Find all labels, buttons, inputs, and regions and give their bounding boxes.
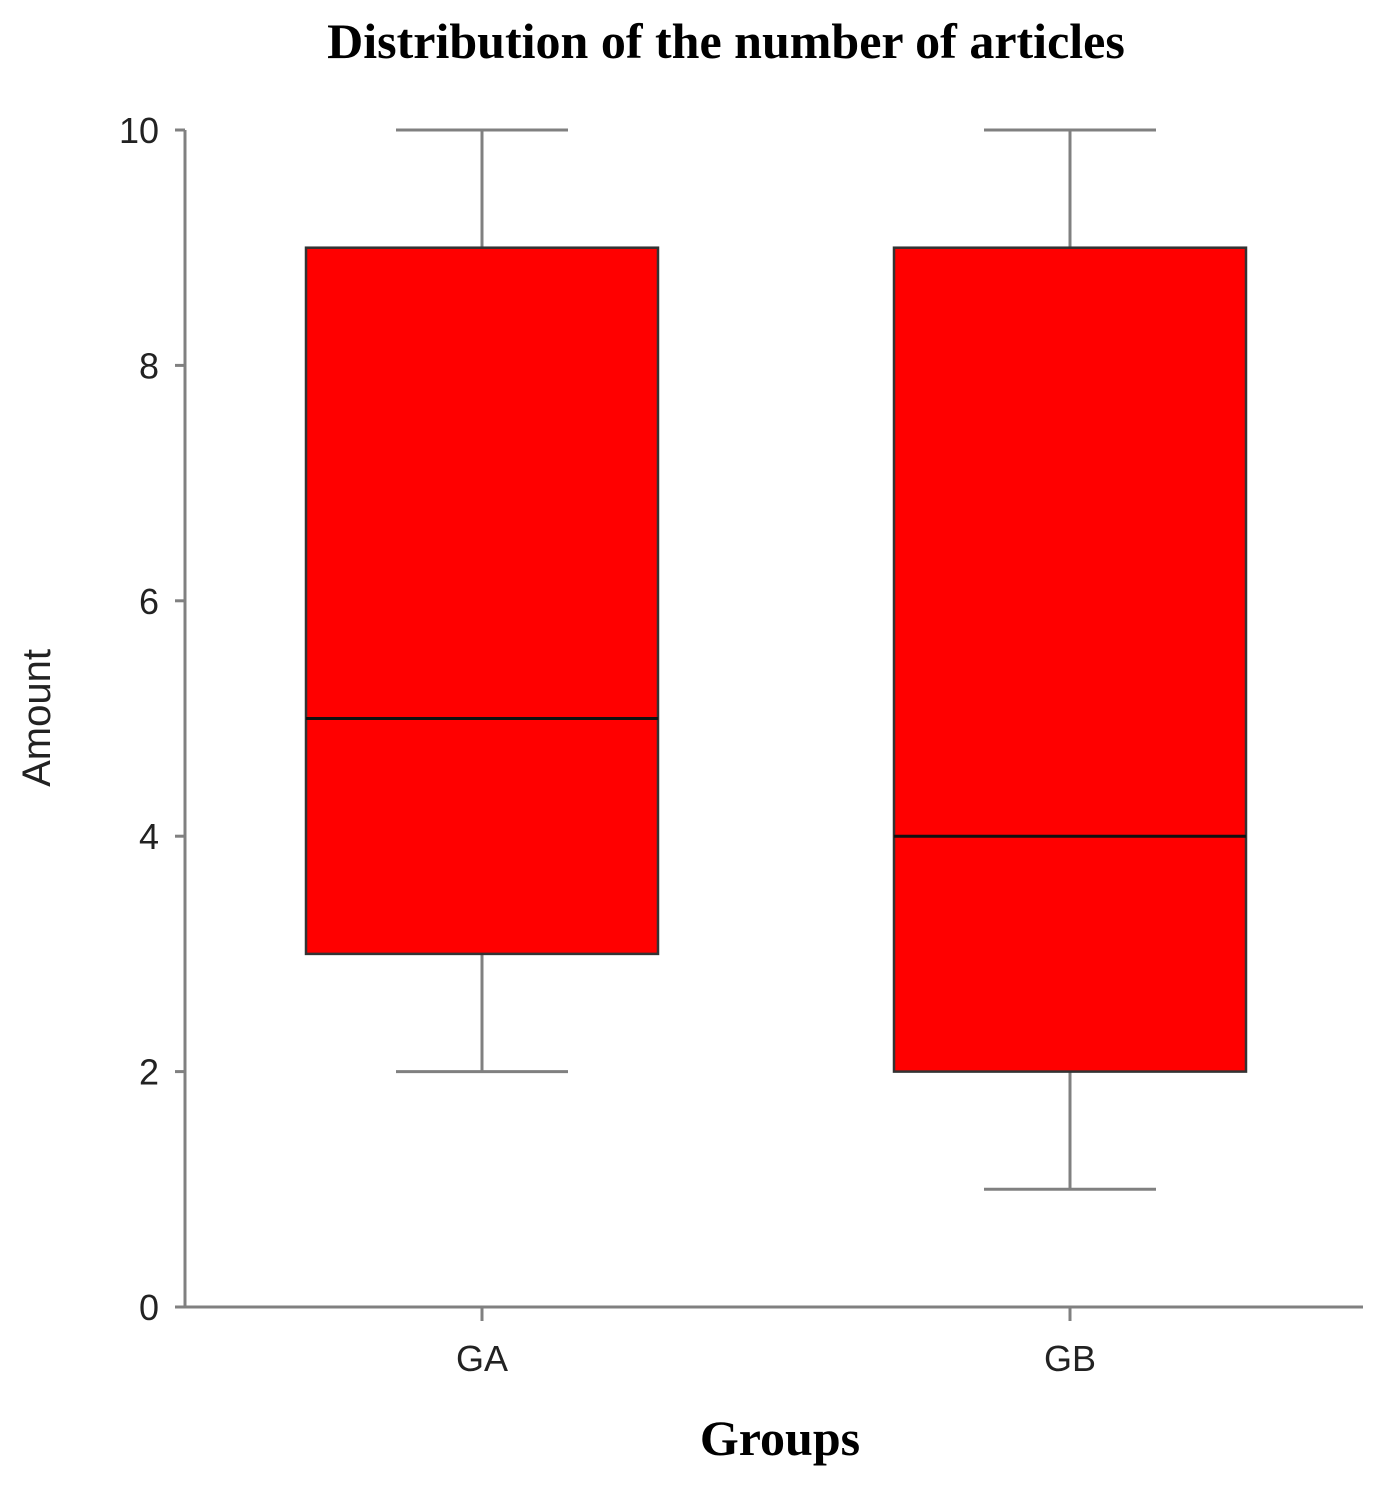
y-tick-label: 2	[139, 1052, 159, 1093]
y-tick-label: 0	[139, 1287, 159, 1328]
y-axis-label: Amount	[15, 649, 59, 787]
box-ga	[304, 246, 660, 956]
box-gb	[892, 246, 1248, 1073]
x-tick-label: GA	[456, 1338, 508, 1379]
y-tick-label: 8	[139, 345, 159, 386]
y-tick-label: 6	[139, 581, 159, 622]
chart-title: Distribution of the number of articles	[327, 13, 1125, 69]
x-axis-label: Groups	[700, 1410, 860, 1466]
y-tick-label: 4	[139, 816, 159, 857]
x-tick-label: GB	[1044, 1338, 1096, 1379]
plot-area: 0 2 4 6 8 10 GA GB	[119, 110, 1363, 1379]
y-tick-label: 10	[119, 110, 159, 151]
